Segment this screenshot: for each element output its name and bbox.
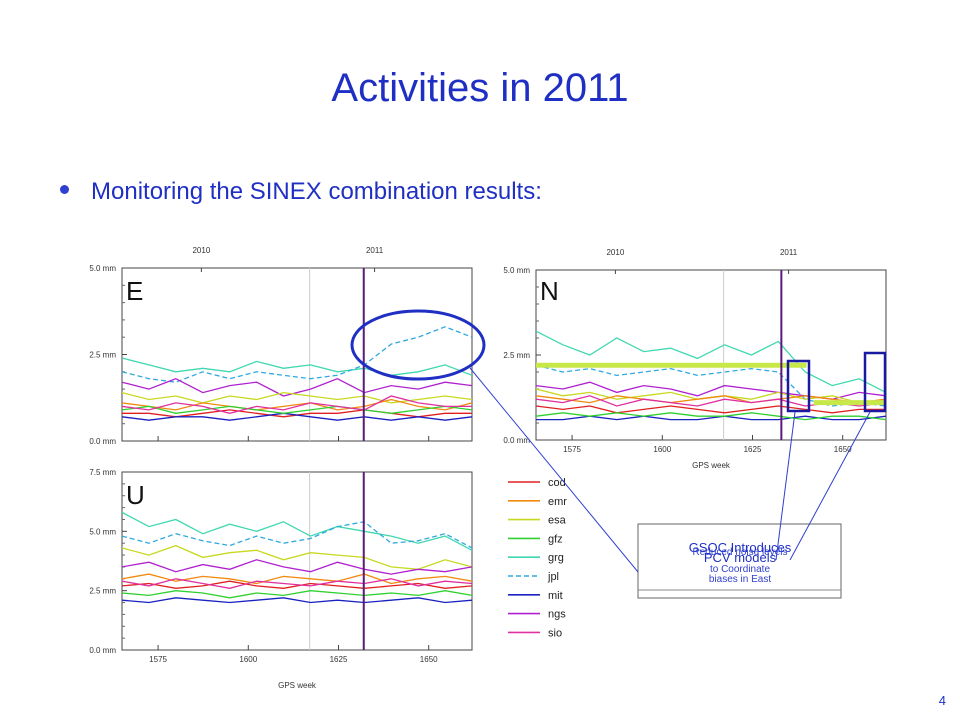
series-line-cod	[121, 580, 473, 589]
series-line-emr	[121, 573, 473, 585]
slide-title: Activities in 2011	[331, 66, 629, 110]
y-tick-label: 0.0 mm	[503, 436, 530, 445]
series-line-sio	[121, 578, 473, 589]
series-line-esa	[121, 544, 473, 570]
series-line-sio	[121, 395, 472, 414]
legend-label: ngs	[548, 609, 566, 621]
x-tick-label: 1600	[653, 445, 671, 454]
plot-frame	[121, 471, 473, 651]
y-tick-label: 5.0 mm	[89, 264, 116, 273]
y-tick-label: 2.5 mm	[89, 351, 116, 360]
callout-frame	[637, 523, 842, 599]
series-line-esa	[121, 391, 473, 404]
series-line-ngs	[121, 377, 473, 397]
y-tick-label: 2.5 mm	[89, 587, 116, 596]
chart-panel-u: 0.0 mm 2.5 mm 5.0 mm 7.5 mm 1575 1600 1625 1650…	[89, 468, 473, 690]
callout-line: biases in East	[709, 574, 771, 585]
bullet-dot	[60, 185, 69, 195]
x-tick-label: 1625	[744, 445, 762, 454]
callout-line: GSOC Introduces	[689, 540, 792, 555]
legend-label: gfz	[548, 533, 563, 545]
highlight-box	[863, 351, 887, 413]
legend-label: cod	[548, 477, 566, 489]
callout-line: to Coordinate	[710, 564, 770, 575]
y-tick-label: 0.0 mm	[89, 437, 116, 446]
legend-label: jpl	[547, 571, 559, 583]
series-line-mit	[536, 415, 887, 421]
x-tick-label: 1575	[563, 445, 581, 454]
y-tick-label: 5.0 mm	[503, 266, 530, 275]
year-label: 2011	[780, 248, 798, 257]
series-line-grg	[121, 357, 473, 376]
legend-label: grg	[548, 552, 564, 564]
bullet-item: Monitoring the SINEX combination results…	[60, 178, 542, 206]
year-label: 2011	[366, 246, 384, 255]
year-label: 2010	[192, 246, 210, 255]
bullet-text: Monitoring the SINEX combination results…	[91, 178, 542, 205]
x-axis-title: GPS week	[692, 461, 731, 470]
series-line-mit	[121, 412, 473, 421]
y-tick-label: 7.5 mm	[89, 468, 116, 477]
highlight-ellipse	[350, 309, 486, 381]
x-tick-label: 1625	[330, 655, 348, 664]
series-line-emr	[121, 398, 473, 411]
series-line-ngs	[121, 559, 473, 575]
callout-overlay-text: Reduced noise levels	[692, 547, 787, 558]
chart-panel-n: 0.0 mm 2.5 mm 5.0 mm 1575 1600 1625 1650 GPS we…	[503, 248, 887, 470]
x-tick-label: 1650	[834, 445, 852, 454]
callout-arrow	[789, 411, 871, 561]
callout-line: PCV models	[704, 550, 777, 565]
callout-arrow	[775, 411, 796, 561]
year-label: 2010	[606, 248, 624, 257]
x-tick-label: 1600	[239, 655, 257, 664]
series-line-gfz	[121, 590, 473, 599]
series-line-emr	[535, 395, 887, 404]
page-number: 4	[938, 693, 946, 708]
x-tick-label: 1650	[420, 655, 438, 664]
panel-letter: U	[126, 480, 145, 510]
legend-label: esa	[548, 515, 567, 527]
x-tick-label: 1575	[149, 655, 167, 664]
legend-label: sio	[548, 627, 562, 639]
panel-letter: E	[126, 276, 143, 306]
y-tick-label: 2.5 mm	[503, 351, 530, 360]
series-line-gfz	[121, 405, 473, 414]
series-line-cod	[535, 405, 886, 414]
series-line-gfz	[535, 412, 887, 421]
series-line-mit	[121, 597, 473, 604]
panel-letter: N	[540, 276, 559, 306]
series-line-grg	[121, 511, 473, 551]
legend-label: mit	[548, 590, 563, 602]
chart-legend: cod emr esa gfz grg jpl mit ngs sio	[508, 477, 567, 639]
chart-panel-e: 0.0 mm 2.5 mm 5.0 mm 2010 2011 E	[89, 246, 473, 446]
legend-label: emr	[548, 496, 567, 508]
callout-arrow	[469, 367, 639, 573]
y-tick-label: 5.0 mm	[89, 527, 116, 536]
y-tick-label: 0.0 mm	[89, 646, 116, 655]
series-line-grg	[535, 330, 887, 393]
x-axis-title: GPS week	[278, 681, 317, 690]
highlight-box	[786, 359, 811, 413]
